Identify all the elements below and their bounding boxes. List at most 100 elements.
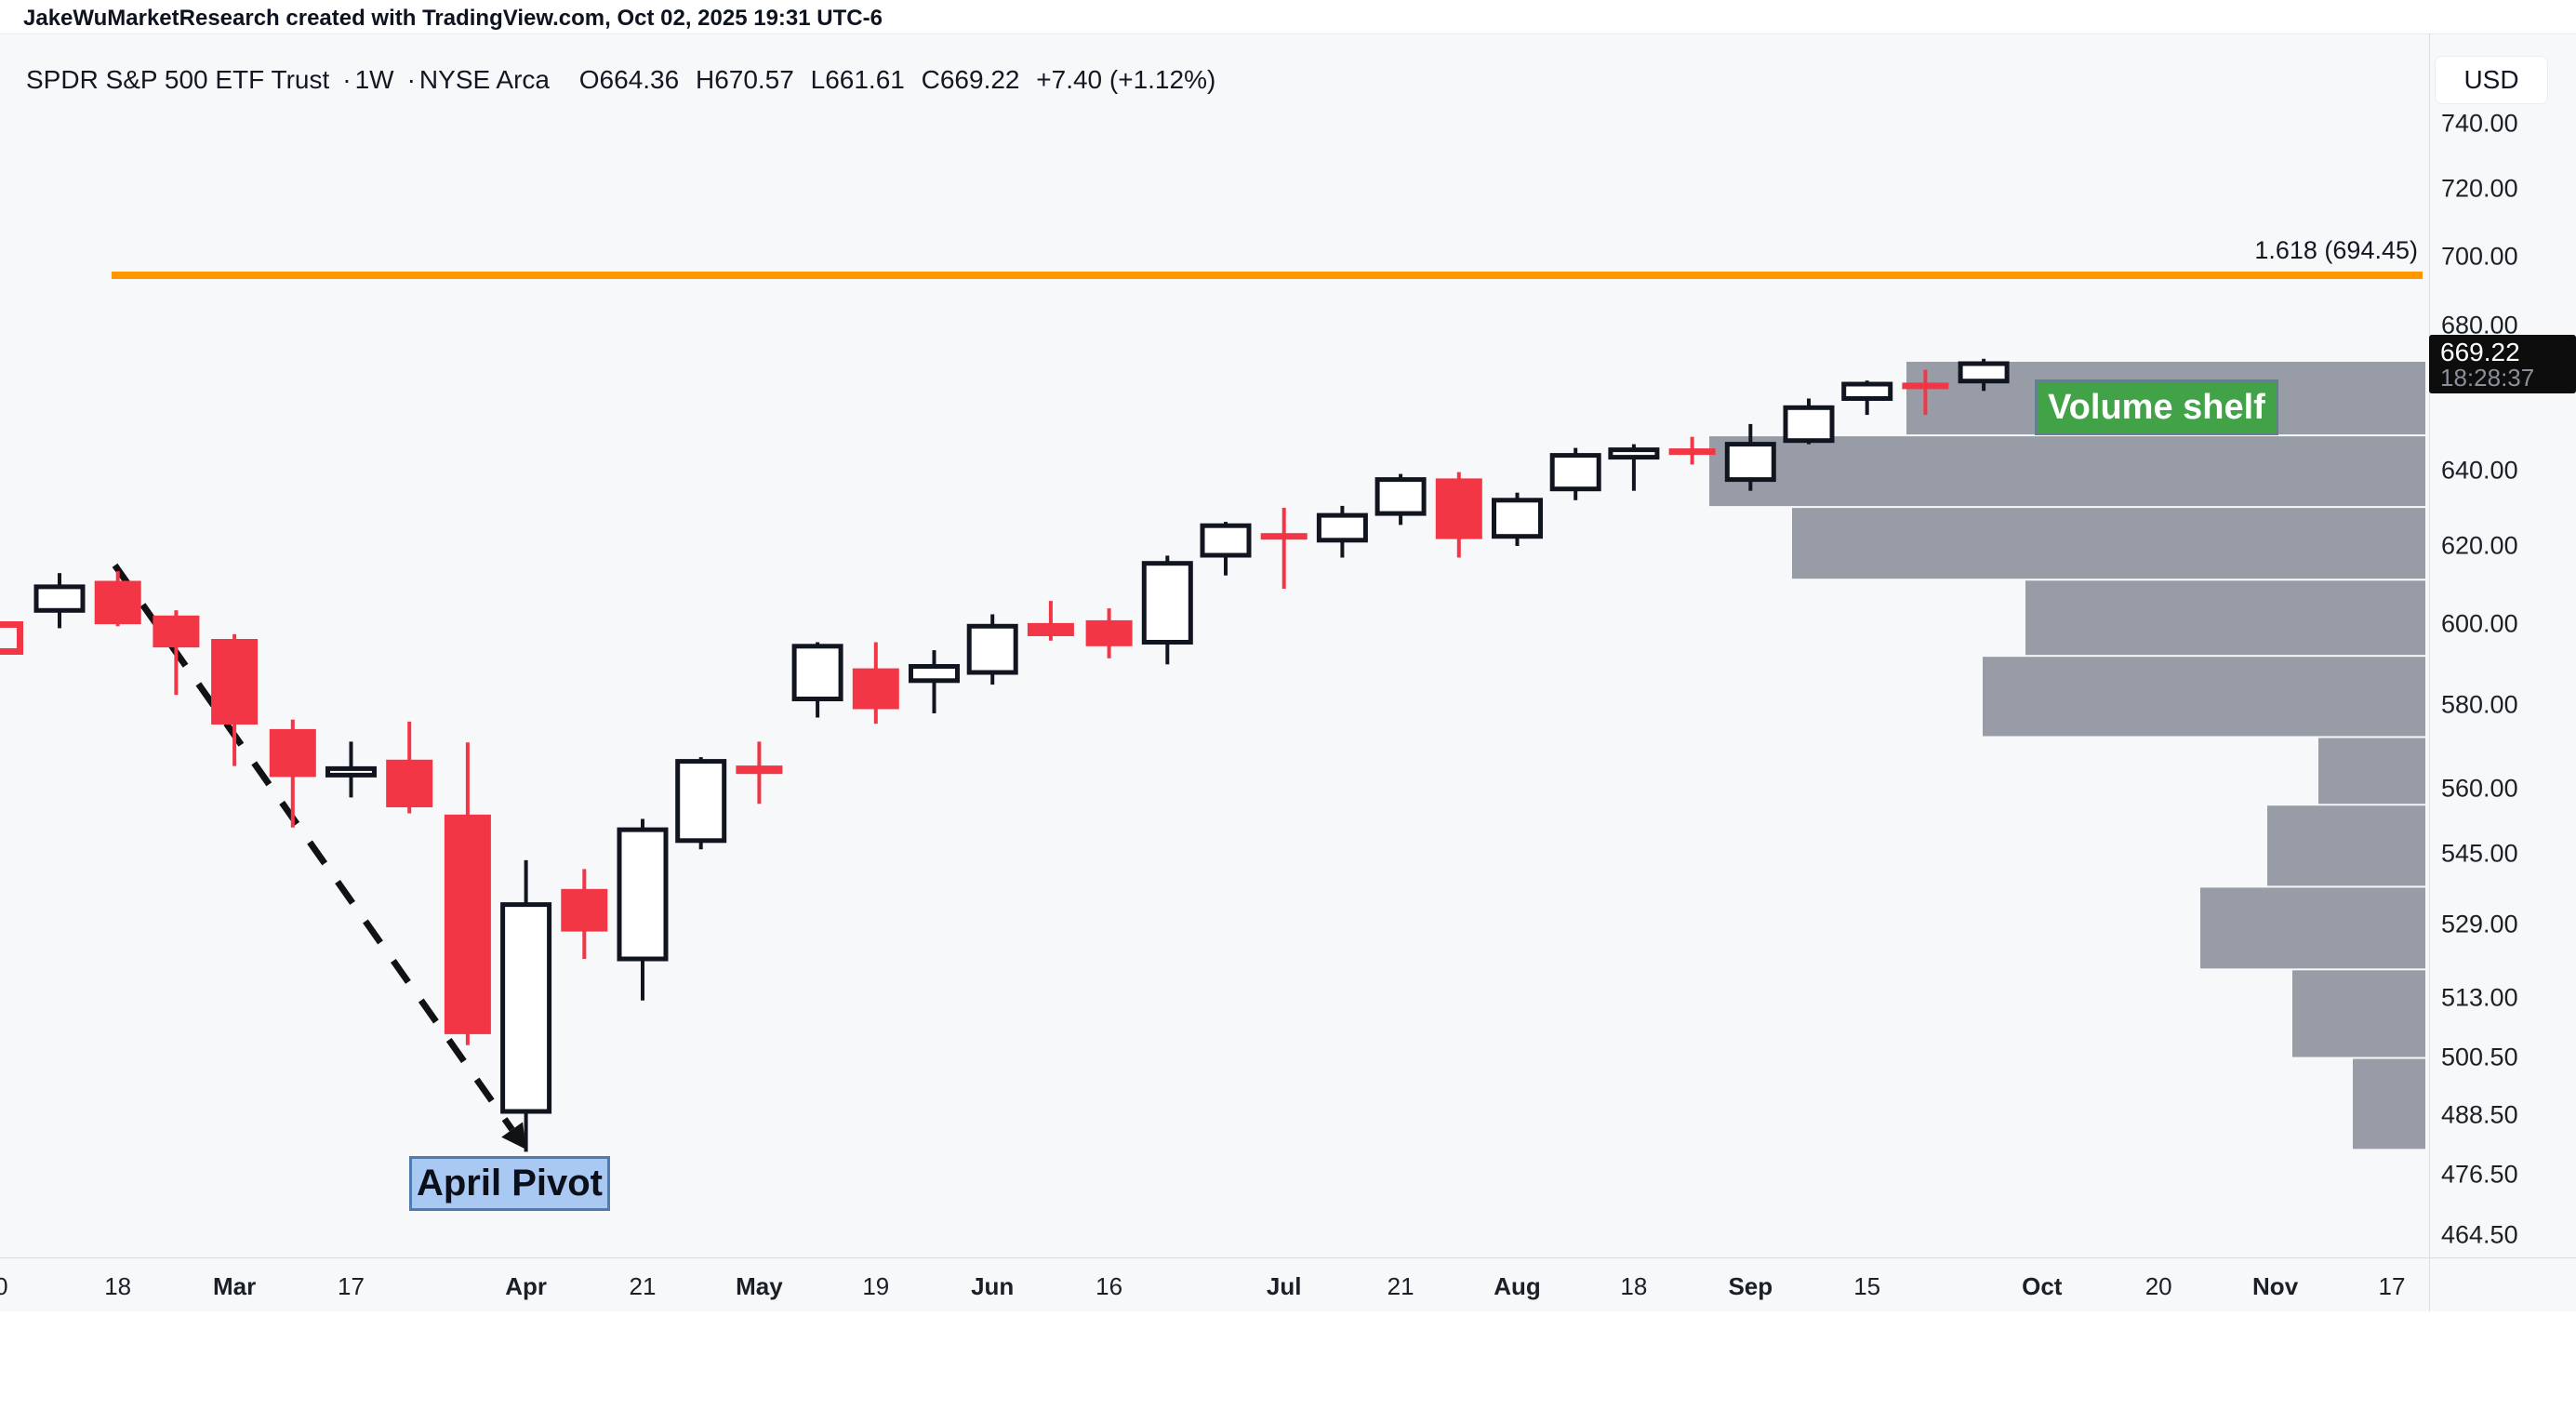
price-tick: 580.00 xyxy=(2441,690,2518,719)
candle-body-up xyxy=(1549,453,1601,492)
time-tick: 21 xyxy=(1387,1272,1414,1300)
price-axis-border xyxy=(2429,33,2430,1311)
volume-profile-row xyxy=(2025,580,2425,656)
last-price: 669.22 xyxy=(2440,338,2520,366)
time-tick: 21 xyxy=(629,1272,657,1300)
candle-body-up xyxy=(500,902,552,1114)
time-tick: May xyxy=(736,1272,783,1300)
time-tick: Sep xyxy=(1728,1272,1773,1300)
trendline-dashed xyxy=(112,563,515,1132)
volume-shelf-text: Volume shelf xyxy=(2048,387,2265,427)
exchange: NYSE Arca xyxy=(418,65,550,94)
volume-shelf-annotation[interactable]: Volume shelf xyxy=(2035,379,2278,435)
candle-body-up xyxy=(33,584,86,613)
candle-body-up xyxy=(1316,512,1368,543)
footer-strip: TradingView xyxy=(0,1311,2576,1423)
price-tick: 529.00 xyxy=(2441,910,2518,938)
fib-extension-label[interactable]: 1.618 (694.45) xyxy=(2254,236,2418,264)
separator-dot: · xyxy=(406,65,416,94)
price-tick: 513.00 xyxy=(2441,983,2518,1012)
time-tick: Aug xyxy=(1494,1272,1541,1300)
separator-dot: · xyxy=(342,65,352,94)
candle-body-down xyxy=(153,615,200,648)
volume-profile-row xyxy=(1983,657,2425,737)
candle-body-up xyxy=(325,765,377,778)
interval[interactable]: 1W xyxy=(354,65,394,94)
price-tick: 560.00 xyxy=(2441,774,2518,803)
candle-body-up xyxy=(909,664,960,684)
april-pivot-annotation[interactable]: April Pivot xyxy=(409,1156,610,1211)
candle-body-up xyxy=(617,827,669,962)
candle-body-up xyxy=(1958,361,2010,384)
candle-body-down xyxy=(386,759,433,807)
time-tick: Apr xyxy=(505,1272,547,1300)
time-tick: 20 xyxy=(2144,1272,2172,1300)
time-tick: 18 xyxy=(1620,1272,1648,1300)
price-tick: 488.50 xyxy=(2441,1100,2518,1129)
volume-profile-row xyxy=(1792,508,2425,579)
ohlc-open: O664.36 xyxy=(578,65,680,94)
candle-body-up xyxy=(1608,447,1660,460)
time-tick: Nov xyxy=(2252,1272,2299,1300)
change-value: +7.40 (+1.12%) xyxy=(1036,65,1216,94)
candle-body-down xyxy=(444,814,491,1034)
price-tick: 700.00 xyxy=(2441,242,2518,271)
candle-body-up xyxy=(1724,442,1776,483)
candle-body-down xyxy=(1435,478,1482,539)
volume-profile-row xyxy=(2318,738,2425,805)
candle-body-down xyxy=(1668,448,1716,456)
candle-body-up xyxy=(1783,405,1835,444)
price-tick: 720.00 xyxy=(2441,174,2518,203)
price-tick: 640.00 xyxy=(2441,456,2518,485)
candle-body-up xyxy=(1492,498,1543,539)
price-tick: 476.50 xyxy=(2441,1160,2518,1188)
candle-body-down xyxy=(1027,622,1074,636)
ohlc-close: C669.22 xyxy=(921,65,1020,94)
volume-profile-row xyxy=(1709,436,2425,507)
candle-body-up xyxy=(1141,561,1193,645)
credit-line: JakeWuMarketResearch created with Tradin… xyxy=(23,6,883,31)
price-tick: 680.00 xyxy=(2441,311,2518,339)
time-tick: Jun xyxy=(971,1272,1015,1300)
candle-body-up xyxy=(1200,523,1252,558)
time-tick: Oct xyxy=(2022,1272,2063,1300)
symbol-status-bar: SPDR S&P 500 ETF Trust · 1W · NYSE Arca O664… xyxy=(26,65,1225,95)
candle-body-up xyxy=(791,644,843,701)
volume-profile-row xyxy=(2267,805,2425,886)
price-tick: 500.50 xyxy=(2441,1043,2518,1071)
volume-profile-row xyxy=(2200,887,2425,969)
time-tick: 19 xyxy=(862,1272,890,1300)
candle-body-down xyxy=(561,888,608,932)
time-tick: 18 xyxy=(104,1272,132,1300)
price-tick: 740.00 xyxy=(2441,109,2518,138)
time-tick: Mar xyxy=(212,1272,257,1300)
time-tick: 0 xyxy=(0,1272,8,1300)
candle-body-down xyxy=(1085,619,1133,646)
symbol-name[interactable]: SPDR S&P 500 ETF Trust xyxy=(26,65,330,94)
candle-body-down xyxy=(736,765,783,775)
time-tick: 16 xyxy=(1095,1272,1123,1300)
time-tick: 17 xyxy=(2378,1272,2406,1300)
candle-body-down xyxy=(269,728,316,778)
ohlc-low: L661.61 xyxy=(810,65,905,94)
price-tick: 600.00 xyxy=(2441,609,2518,638)
candle-body-down xyxy=(211,639,259,725)
time-axis-border xyxy=(0,1257,2576,1258)
candle-body-down xyxy=(1902,382,1949,390)
trendline-arrowhead xyxy=(501,1122,526,1150)
candle-body-down xyxy=(1260,533,1308,540)
currency-chip[interactable]: USD xyxy=(2435,56,2548,104)
clipped-candle-fragment xyxy=(0,621,23,655)
time-tick: 15 xyxy=(1853,1272,1881,1300)
candle-body-up xyxy=(966,623,1018,675)
price-tick: 620.00 xyxy=(2441,531,2518,560)
volume-profile-row xyxy=(2353,1058,2425,1150)
time-tick: 17 xyxy=(338,1272,365,1300)
april-pivot-text: April Pivot xyxy=(416,1163,604,1204)
ohlc-high: H670.57 xyxy=(695,65,794,94)
candle-body-down xyxy=(852,668,899,710)
time-tick: Jul xyxy=(1266,1272,1302,1300)
candle-body-down xyxy=(94,580,141,625)
